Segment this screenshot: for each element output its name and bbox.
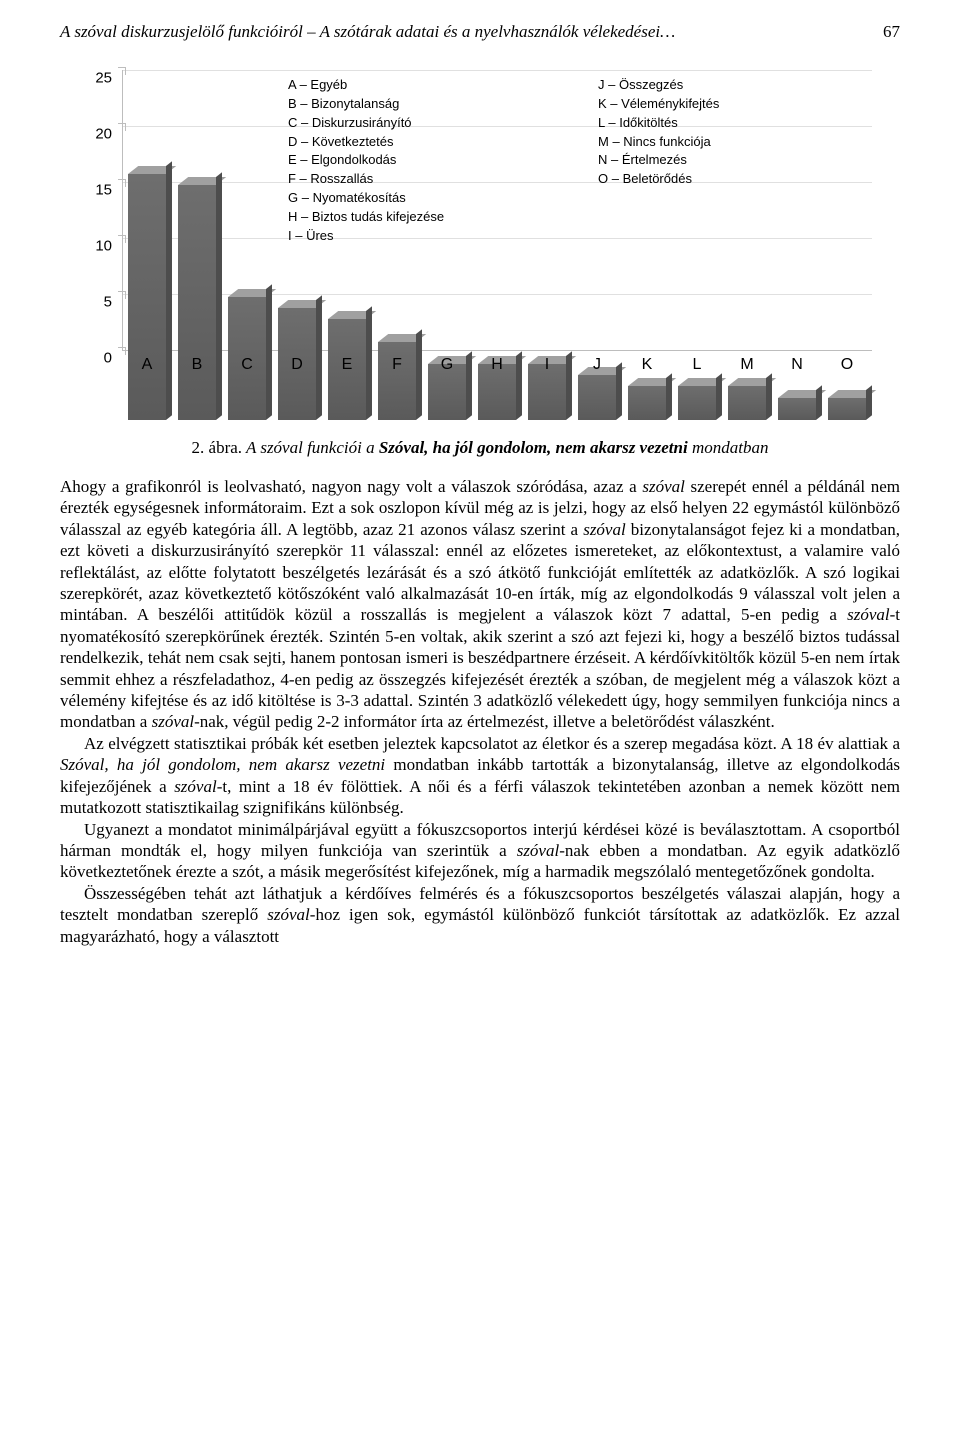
y-tick-label: 0	[78, 350, 112, 367]
bar-L	[678, 386, 716, 420]
legend-item: K – Véleménykifejtés	[598, 95, 798, 114]
bar-slot	[822, 140, 872, 420]
legend-item: N – Értelmezés	[598, 151, 798, 170]
y-tick-label: 5	[78, 294, 112, 311]
bar-F	[378, 342, 416, 420]
bar-J	[578, 375, 616, 420]
bar-slot	[172, 140, 222, 420]
paragraph-1: Ahogy a grafikonról is leolvasható, nagy…	[60, 476, 900, 733]
legend-item: J – Összegzés	[598, 76, 798, 95]
bar-slot	[222, 140, 272, 420]
x-tick-label: E	[322, 356, 372, 374]
x-axis: ABCDEFGHIJKLMNO	[122, 356, 872, 374]
paragraph-2: Az elvégzett statisztikai próbák két ese…	[60, 733, 900, 819]
header-title: A szóval diskurzusjelölő funkcióiról – A…	[60, 22, 863, 42]
bar-B	[178, 185, 216, 420]
legend-item: A – Egyéb	[288, 76, 508, 95]
running-header: A szóval diskurzusjelölő funkcióiról – A…	[60, 22, 900, 42]
x-tick-label: D	[272, 356, 322, 374]
x-tick-label: B	[172, 356, 222, 374]
y-tick-label: 15	[78, 182, 112, 199]
x-tick-label: A	[122, 356, 172, 374]
legend-right: J – ÖsszegzésK – VéleménykifejtésL – Idő…	[598, 76, 798, 189]
legend-item: L – Időkitöltés	[598, 114, 798, 133]
legend-item: D – Következtetés	[288, 133, 508, 152]
legend-item: C – Diskurzusirányító	[288, 114, 508, 133]
legend-item: H – Biztos tudás kifejezése	[288, 208, 508, 227]
x-tick-label: L	[672, 356, 722, 374]
legend-item: M – Nincs funkciója	[598, 133, 798, 152]
bar-K	[628, 386, 666, 420]
x-tick-label: K	[622, 356, 672, 374]
x-tick-label: G	[422, 356, 472, 374]
legend-item: G – Nyomatékosítás	[288, 189, 508, 208]
bar-M	[728, 386, 766, 420]
x-tick-label: I	[522, 356, 572, 374]
y-tick-label: 25	[78, 70, 112, 87]
bar-chart: 0 5 10 15 20 25 A – EgyébB – BizonytalanságC …	[78, 70, 882, 420]
legend-item: B – Bizonytalanság	[288, 95, 508, 114]
x-tick-label: M	[722, 356, 772, 374]
bar-A	[128, 174, 166, 420]
y-tick-label: 20	[78, 126, 112, 143]
legend-left: A – EgyébB – BizonytalanságC – Diskurzus…	[288, 76, 508, 246]
bar-slot	[122, 140, 172, 420]
x-tick-label: C	[222, 356, 272, 374]
bar-N	[778, 398, 816, 420]
bar-O	[828, 398, 866, 420]
bar-slot	[522, 140, 572, 420]
legend-item: O – Beletörődés	[598, 170, 798, 189]
page-number: 67	[883, 22, 900, 42]
legend-item: F – Rosszallás	[288, 170, 508, 189]
paragraph-3: Ugyanezt a mondatot minimálpárjával együ…	[60, 819, 900, 883]
x-tick-label: H	[472, 356, 522, 374]
y-tick-label: 10	[78, 238, 112, 255]
x-tick-label: O	[822, 356, 872, 374]
paragraph-4: Összességében tehát azt láthatjuk a kérd…	[60, 883, 900, 947]
figure-caption: 2. ábra. A szóval funkciói a Szóval, ha …	[60, 438, 900, 458]
legend-item: E – Elgondolkodás	[288, 151, 508, 170]
legend-item: I – Üres	[288, 227, 508, 246]
x-tick-label: J	[572, 356, 622, 374]
x-tick-label: F	[372, 356, 422, 374]
x-tick-label: N	[772, 356, 822, 374]
